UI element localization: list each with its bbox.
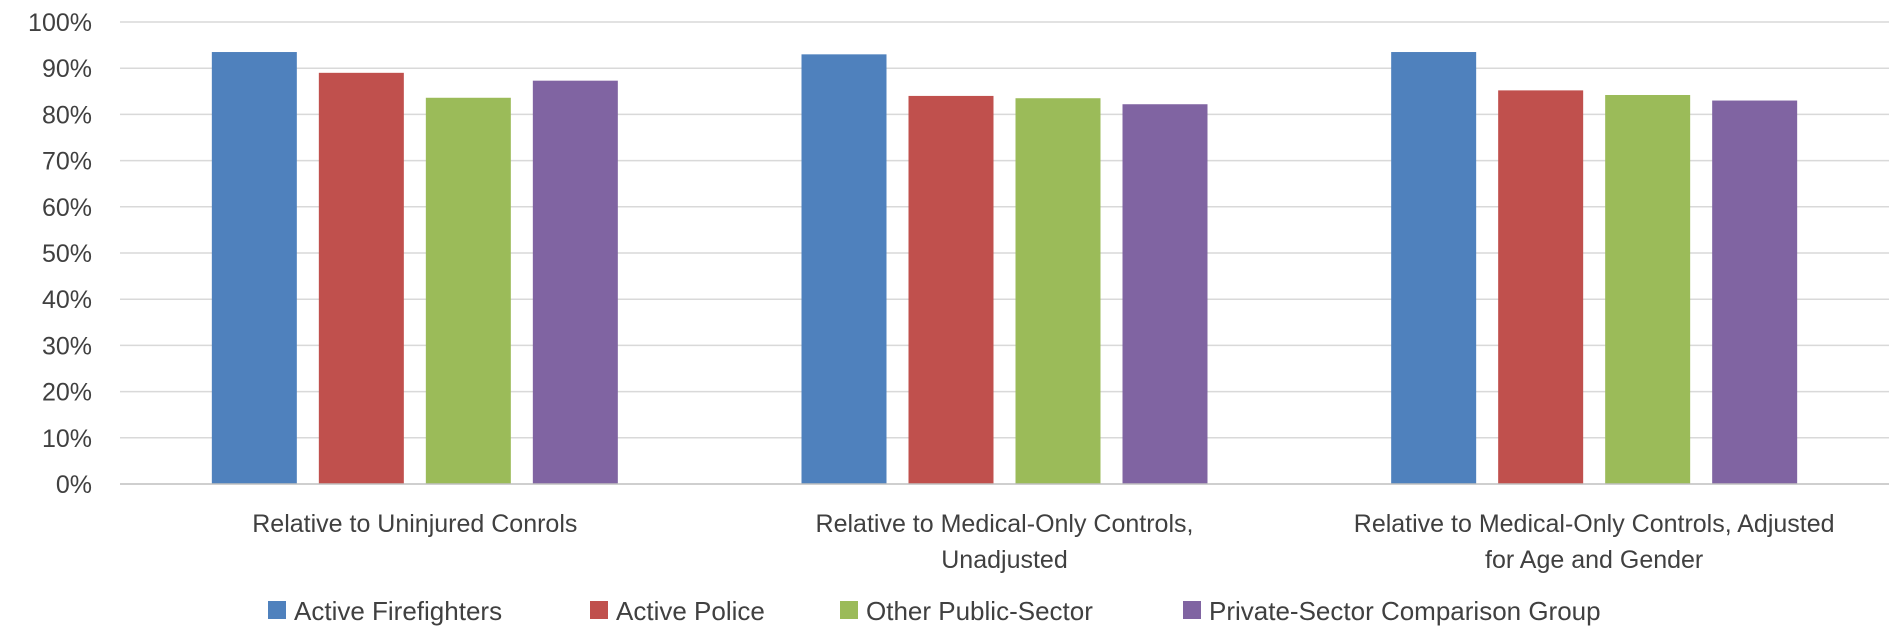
y-tick-label: 10% [42,425,92,453]
bar [1498,90,1584,484]
bar [532,80,618,484]
legend-swatch [268,601,286,619]
y-tick-label: 70% [42,148,92,176]
bar [425,97,511,484]
y-tick-label: 0% [56,471,92,499]
y-tick-label: 30% [42,332,92,360]
bar [318,72,404,484]
legend: Active Firefighters Active Police Other Pu… [268,596,1601,626]
legend-swatch [1183,601,1201,619]
y-tick-label: 60% [42,194,92,222]
bar [908,95,994,485]
gridlines [120,21,1889,439]
legend-label: Active Firefighters [294,596,502,626]
legend-swatch [590,601,608,619]
category-label: Relative to Medical-Only Controls, [816,510,1194,538]
bar [1605,94,1691,484]
bar [1712,100,1798,484]
legend-label: Other Public-Sector [866,596,1093,626]
category-label: Relative to Medical-Only Controls, Adjus… [1354,510,1835,538]
category-label: for Age and Gender [1485,546,1703,574]
category-label: Relative to Uninjured Conrols [252,510,577,538]
bar [1015,98,1101,484]
legend-swatch [840,601,858,619]
y-tick-label: 40% [42,286,92,314]
bar [801,54,887,485]
x-axis-category-labels: Relative to Uninjured Conrols Relative to… [252,510,1834,574]
legend-label: Active Police [616,596,765,626]
y-tick-label: 90% [42,55,92,83]
y-tick-label: 20% [42,379,92,407]
y-tick-label: 80% [42,101,92,129]
bars [211,52,1798,485]
y-tick-label: 50% [42,240,92,268]
bar [211,52,297,484]
y-tick-label: 100% [28,9,92,37]
legend-label: Private-Sector Comparison Group [1209,596,1601,626]
y-axis-tick-labels: 0% 10% 20% 30% 40% 50% 60% 70% 80% 90% 100% [28,9,92,499]
bar [1122,104,1208,485]
category-label: Unadjusted [941,546,1067,574]
bar [1391,52,1477,484]
